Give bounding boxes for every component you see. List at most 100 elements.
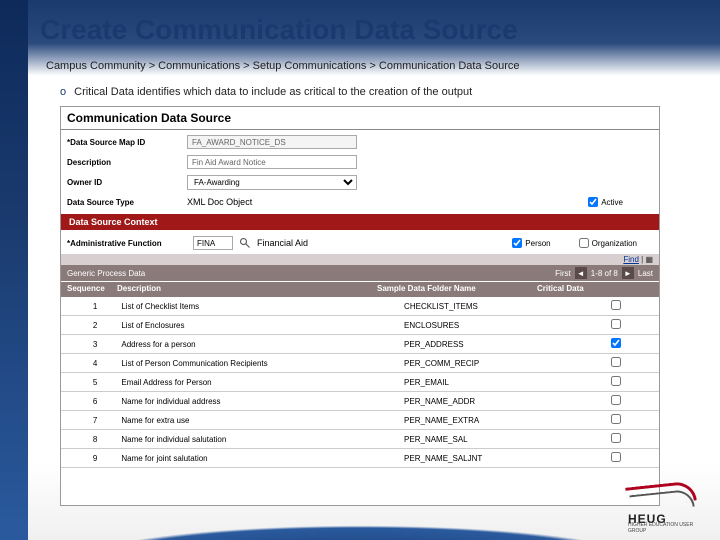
cell-description: List of Person Communication Recipients <box>115 354 398 373</box>
row-data-source-map-id: *Data Source Map ID <box>61 132 659 152</box>
divider <box>61 129 659 130</box>
data-table: 1List of Checklist ItemsCHECKLIST_ITEMS2… <box>61 297 659 468</box>
cell-folder: PER_COMM_RECIP <box>398 354 572 373</box>
col-sequence[interactable]: Sequence <box>67 284 117 295</box>
table-row: 6Name for individual addressPER_NAME_ADD… <box>61 392 659 411</box>
org-checkbox-wrap[interactable]: Organization <box>579 238 637 248</box>
col-critical[interactable]: Critical Data <box>537 284 617 295</box>
admin-function-desc: Financial Aid <box>257 238 308 248</box>
generic-title: Generic Process Data <box>67 269 145 278</box>
cell-sequence: 2 <box>61 316 115 335</box>
cell-description: Name for extra use <box>115 411 398 430</box>
cell-folder: PER_NAME_SAL <box>398 430 572 449</box>
lookup-icon[interactable] <box>239 237 251 249</box>
org-checkbox[interactable] <box>579 238 589 248</box>
cell-folder: PER_ADDRESS <box>398 335 572 354</box>
critical-checkbox[interactable] <box>611 395 621 405</box>
cell-description: Name for individual address <box>115 392 398 411</box>
table-row: 9Name for joint salutationPER_NAME_SALJN… <box>61 449 659 468</box>
nav-first[interactable]: First <box>555 269 571 278</box>
critical-checkbox[interactable] <box>611 452 621 462</box>
table-row: 8Name for individual salutationPER_NAME_… <box>61 430 659 449</box>
cell-sequence: 9 <box>61 449 115 468</box>
cell-folder: ENCLOSURES <box>398 316 572 335</box>
find-link[interactable]: Find <box>623 255 639 264</box>
col-description[interactable]: Description <box>117 284 377 295</box>
row-admin-function: *Administrative Function Financial Aid P… <box>61 232 659 254</box>
critical-checkbox[interactable] <box>611 433 621 443</box>
context-bar: Data Source Context <box>61 214 659 230</box>
cell-sequence: 3 <box>61 335 115 354</box>
table-row: 5Email Address for PersonPER_EMAIL <box>61 373 659 392</box>
cell-folder: PER_EMAIL <box>398 373 572 392</box>
cell-description: List of Enclosures <box>115 316 398 335</box>
nav-prev-icon[interactable]: ◄ <box>575 267 587 279</box>
critical-checkbox[interactable] <box>611 300 621 310</box>
cell-critical <box>572 392 659 411</box>
view-all-icon[interactable]: ▦ <box>645 255 653 264</box>
label-data-source-type: Data Source Type <box>67 198 187 207</box>
cell-critical <box>572 411 659 430</box>
active-label: Active <box>601 198 623 207</box>
input-admin-function[interactable] <box>193 236 233 250</box>
nav-range: 1-8 of 8 <box>591 269 618 278</box>
critical-checkbox[interactable] <box>611 338 621 348</box>
critical-checkbox[interactable] <box>611 376 621 386</box>
cell-sequence: 5 <box>61 373 115 392</box>
cell-critical <box>572 335 659 354</box>
nav-next-icon[interactable]: ► <box>622 267 634 279</box>
select-owner-id[interactable]: FA-Awarding <box>187 175 357 190</box>
bullet-marker: o <box>60 86 66 98</box>
cell-folder: CHECKLIST_ITEMS <box>398 297 572 316</box>
label-owner-id: Owner ID <box>67 178 187 187</box>
cell-sequence: 8 <box>61 430 115 449</box>
active-checkbox-wrap[interactable]: Active <box>588 197 623 207</box>
cell-critical <box>572 430 659 449</box>
org-label: Organization <box>592 239 637 248</box>
input-description[interactable] <box>187 155 357 169</box>
cell-sequence: 6 <box>61 392 115 411</box>
nav-last[interactable]: Last <box>638 269 653 278</box>
table-row: 3Address for a personPER_ADDRESS <box>61 335 659 354</box>
row-data-source-type: Data Source Type XML Doc Object Active <box>61 192 659 212</box>
critical-checkbox[interactable] <box>611 319 621 329</box>
value-data-source-type: XML Doc Object <box>187 197 357 207</box>
bullet-text: Critical Data identifies which data to i… <box>74 86 472 98</box>
cell-folder: PER_NAME_SALJNT <box>398 449 572 468</box>
left-stripe <box>0 0 28 540</box>
active-checkbox[interactable] <box>588 197 598 207</box>
cell-description: List of Checklist Items <box>115 297 398 316</box>
cell-critical <box>572 297 659 316</box>
cell-critical <box>572 316 659 335</box>
breadcrumb: Campus Community > Communications > Setu… <box>46 60 520 72</box>
label-data-source-map-id: *Data Source Map ID <box>67 138 187 147</box>
label-admin-function: *Administrative Function <box>67 239 187 248</box>
cell-sequence: 1 <box>61 297 115 316</box>
cell-description: Address for a person <box>115 335 398 354</box>
cell-folder: PER_NAME_ADDR <box>398 392 572 411</box>
bullet-item: o Critical Data identifies which data to … <box>60 86 472 98</box>
person-label: Person <box>525 239 550 248</box>
row-owner-id: Owner ID FA-Awarding <box>61 172 659 192</box>
cell-sequence: 7 <box>61 411 115 430</box>
row-description: Description <box>61 152 659 172</box>
cell-description: Name for individual salutation <box>115 430 398 449</box>
cell-sequence: 4 <box>61 354 115 373</box>
person-checkbox[interactable] <box>512 238 522 248</box>
table-row: 2List of EnclosuresENCLOSURES <box>61 316 659 335</box>
slide-title: Create Communication Data Source <box>40 14 518 46</box>
cell-description: Email Address for Person <box>115 373 398 392</box>
label-description: Description <box>67 158 187 167</box>
panel-heading: Communication Data Source <box>61 107 659 129</box>
heug-logo: HEUG HIGHER EDUCATION USER GROUP <box>622 480 702 530</box>
generic-process-bar: Generic Process Data First ◄ 1-8 of 8 ► … <box>61 265 659 281</box>
critical-checkbox[interactable] <box>611 414 621 424</box>
col-folder[interactable]: Sample Data Folder Name <box>377 284 537 295</box>
table-row: 1List of Checklist ItemsCHECKLIST_ITEMS <box>61 297 659 316</box>
input-data-source-map-id[interactable] <box>187 135 357 149</box>
table-row: 4List of Person Communication Recipients… <box>61 354 659 373</box>
critical-checkbox[interactable] <box>611 357 621 367</box>
cell-description: Name for joint salutation <box>115 449 398 468</box>
logo-subtext: HIGHER EDUCATION USER GROUP <box>628 522 702 534</box>
person-checkbox-wrap[interactable]: Person <box>512 238 550 248</box>
